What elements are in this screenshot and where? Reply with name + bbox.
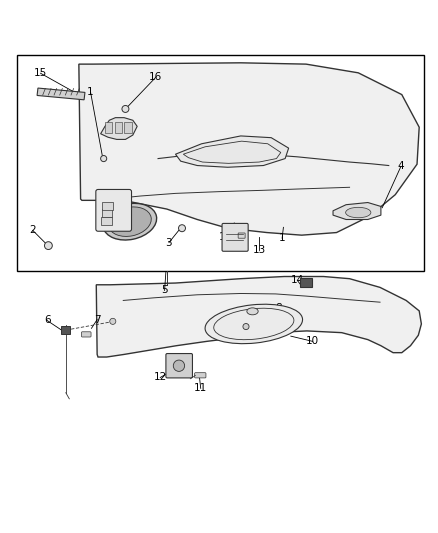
Polygon shape — [96, 277, 421, 357]
Text: 12: 12 — [154, 373, 167, 383]
Circle shape — [45, 241, 52, 249]
Polygon shape — [79, 63, 419, 235]
Polygon shape — [176, 136, 289, 167]
Text: 1: 1 — [219, 232, 226, 242]
Bar — [102, 202, 113, 210]
Polygon shape — [37, 88, 85, 100]
Bar — [102, 209, 113, 217]
Text: 4: 4 — [398, 161, 404, 172]
Text: 7: 7 — [94, 314, 100, 325]
Polygon shape — [300, 278, 312, 287]
Circle shape — [179, 225, 185, 232]
Text: 13: 13 — [252, 245, 266, 255]
Circle shape — [101, 156, 107, 161]
Ellipse shape — [108, 207, 151, 237]
Text: 2: 2 — [29, 225, 36, 236]
Text: 1: 1 — [279, 233, 286, 243]
Polygon shape — [333, 203, 381, 220]
Text: 3: 3 — [166, 238, 172, 247]
Ellipse shape — [205, 304, 303, 344]
Text: 9: 9 — [275, 317, 281, 327]
Text: 16: 16 — [149, 72, 162, 82]
FancyBboxPatch shape — [166, 353, 192, 378]
Bar — [17, 55, 424, 271]
Text: 14: 14 — [291, 276, 304, 286]
Circle shape — [173, 360, 185, 372]
Text: 15: 15 — [34, 68, 47, 78]
Circle shape — [122, 106, 129, 112]
FancyBboxPatch shape — [238, 233, 245, 238]
FancyBboxPatch shape — [222, 223, 248, 251]
Text: 1: 1 — [87, 87, 94, 98]
Ellipse shape — [346, 207, 371, 218]
FancyBboxPatch shape — [194, 373, 206, 378]
Text: 8: 8 — [276, 303, 283, 313]
Bar — [115, 123, 122, 133]
Bar — [102, 217, 112, 225]
Circle shape — [110, 318, 116, 325]
Text: 11: 11 — [194, 383, 207, 393]
Ellipse shape — [247, 308, 258, 315]
Bar — [124, 123, 131, 133]
FancyBboxPatch shape — [81, 332, 91, 337]
Bar — [105, 123, 113, 133]
Text: 6: 6 — [44, 316, 50, 326]
Circle shape — [243, 324, 249, 329]
Ellipse shape — [103, 203, 157, 240]
FancyBboxPatch shape — [96, 189, 131, 231]
Polygon shape — [101, 118, 137, 140]
Text: 5: 5 — [161, 286, 168, 295]
Text: 10: 10 — [306, 336, 319, 346]
Polygon shape — [60, 326, 70, 334]
